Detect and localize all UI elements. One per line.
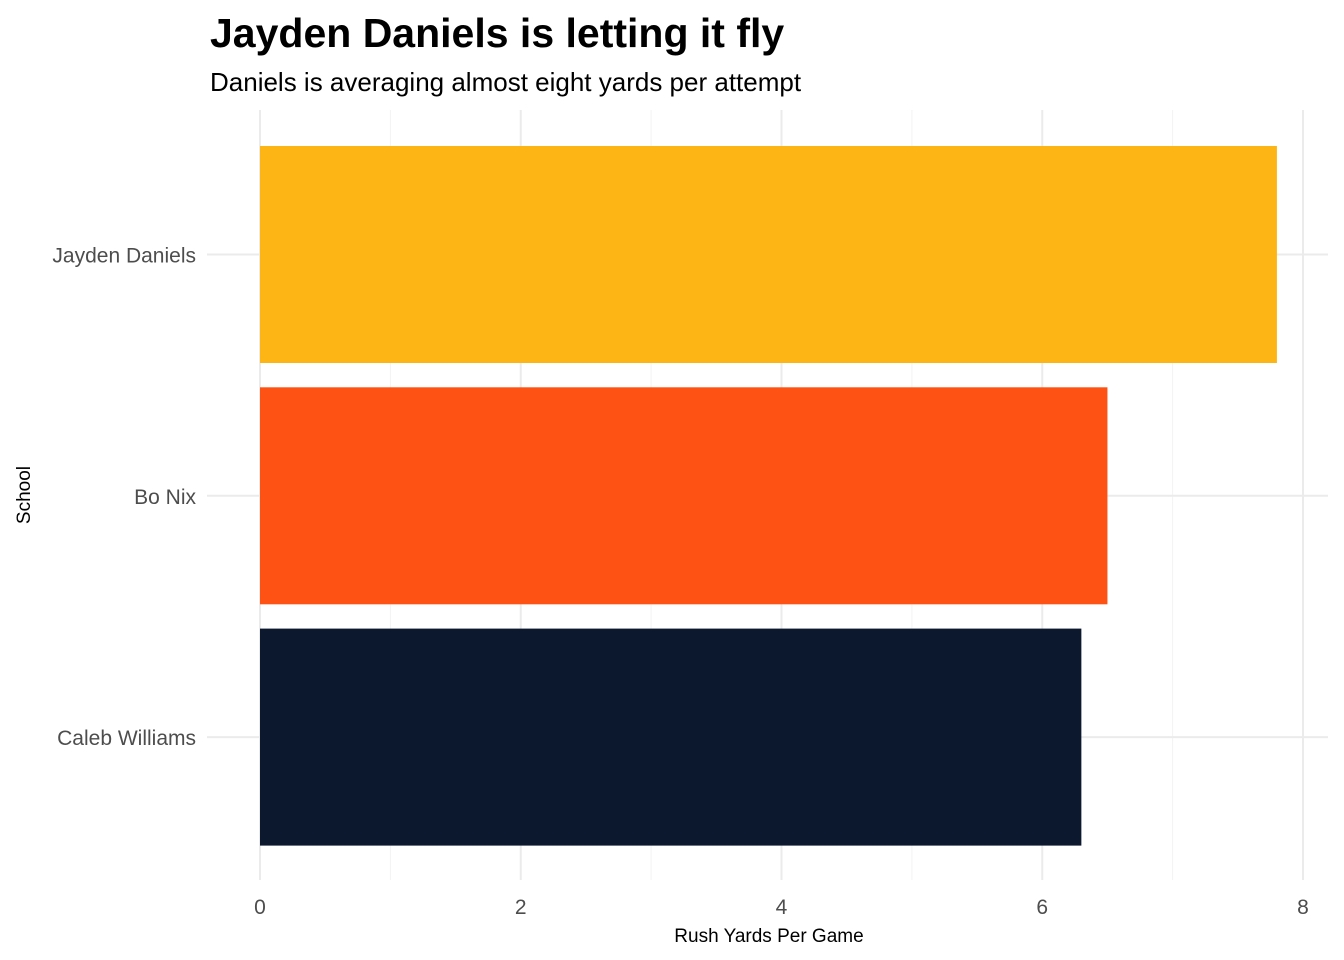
chart-title: Jayden Daniels is letting it fly <box>210 10 784 56</box>
bar <box>260 387 1108 605</box>
x-tick-label: 6 <box>1036 896 1048 919</box>
chart-subtitle: Daniels is averaging almost eight yards … <box>210 67 802 97</box>
bar <box>260 146 1277 363</box>
x-axis-title: Rush Yards Per Game <box>674 926 863 947</box>
y-tick-label: Jayden Daniels <box>52 245 196 268</box>
x-tick-label: 8 <box>1297 896 1309 919</box>
x-tick-label: 0 <box>254 896 266 919</box>
y-axis-title: School <box>14 466 35 524</box>
y-tick-label: Bo Nix <box>134 486 196 509</box>
x-tick-label: 2 <box>515 896 527 919</box>
x-tick-label: 4 <box>776 896 788 919</box>
y-tick-label: Caleb Williams <box>57 727 196 750</box>
bar <box>260 628 1082 846</box>
axis-ticks: 0 2 4 6 8 Jayden Daniels Bo Nix Caleb Williams <box>52 245 1308 920</box>
bars <box>260 146 1277 846</box>
